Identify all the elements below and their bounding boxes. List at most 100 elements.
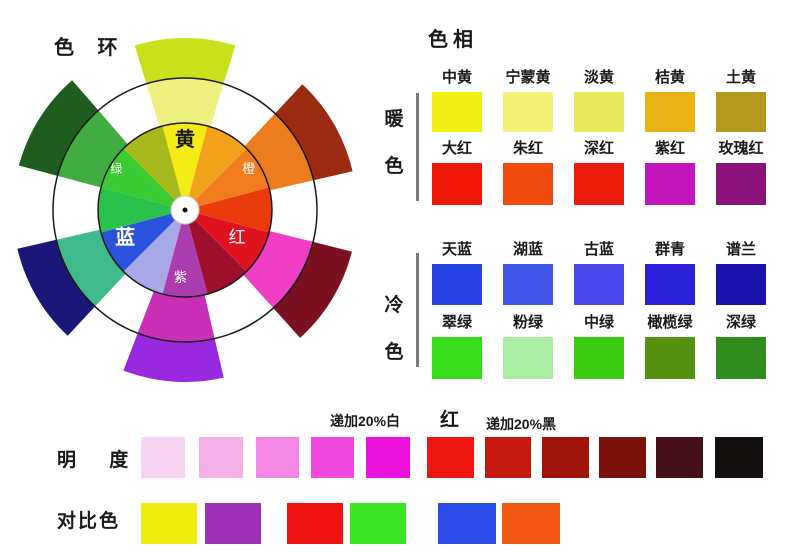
contrast-swatch <box>287 503 343 544</box>
brightness-swatch <box>599 437 646 478</box>
hue-swatch <box>716 92 766 132</box>
hue-swatch-label: 翠绿 <box>441 314 472 331</box>
brightness-swatch <box>366 437 410 478</box>
brightness-swatch <box>542 437 589 478</box>
hue-swatch <box>574 264 624 305</box>
hue-swatch <box>432 264 482 305</box>
hue-swatch <box>716 264 766 305</box>
hue-swatch-label: 谱兰 <box>725 241 756 258</box>
hue-swatch <box>503 337 553 379</box>
outer-ring-outline <box>52 77 318 343</box>
hue-swatch-label: 桔黄 <box>654 69 685 86</box>
wheel-wedge <box>273 241 352 338</box>
hue-swatch <box>645 92 695 132</box>
wheel-band <box>243 231 314 309</box>
wheel-label: 黄 <box>175 127 195 151</box>
hue-swatch <box>574 337 624 379</box>
wheel-wedge <box>134 38 236 84</box>
hue-swatch-label: 天蓝 <box>441 241 472 258</box>
hue-swatch-label: 深红 <box>583 140 614 157</box>
wheel-sector <box>185 210 270 272</box>
cool-divider-line <box>416 253 419 367</box>
wheel-sector <box>98 187 185 233</box>
hue-swatch <box>645 163 695 205</box>
brightness-label: 明 度 <box>57 450 143 471</box>
brightness-swatch <box>715 437 763 478</box>
hue-swatch-label: 湖蓝 <box>512 241 543 258</box>
inner-ring-outline <box>97 122 273 298</box>
hue-swatch-label: 中黄 <box>441 69 472 86</box>
wheel-sector <box>123 210 185 295</box>
hue-swatch <box>645 337 695 379</box>
wheel-sector <box>100 148 185 210</box>
hue-swatch <box>716 163 766 205</box>
hue-swatch <box>432 163 482 205</box>
brightness-swatch <box>427 437 474 478</box>
wheel-wedge <box>123 333 224 382</box>
hue-swatch <box>503 264 553 305</box>
wheel-sector <box>123 125 185 210</box>
hue-swatch <box>503 92 553 132</box>
cool-group-label: 冷色 <box>384 295 404 363</box>
brightness-swatch <box>199 437 243 478</box>
wheel-label: 紫 <box>174 269 187 284</box>
hue-swatch-label: 宁蒙黄 <box>505 69 551 86</box>
brightness-swatch <box>656 437 703 478</box>
hue-swatch <box>574 163 624 205</box>
hue-swatch-label: 土黄 <box>725 69 756 86</box>
wheel-sector <box>162 123 208 210</box>
contrast-swatch <box>350 503 406 544</box>
hue-swatch-label: 大红 <box>441 140 472 157</box>
wheel-band <box>57 110 128 188</box>
hue-swatch <box>716 337 766 379</box>
hue-swatch <box>645 264 695 305</box>
hue-swatch-label: 粉绿 <box>512 314 543 331</box>
wheel-wedge <box>275 84 353 181</box>
wheel-band <box>244 113 314 191</box>
brightness-center-label: 红 <box>440 410 460 431</box>
hue-swatch-label: 淡黄 <box>583 69 614 86</box>
warm-divider-line <box>416 93 419 201</box>
wheel-label: 橙 <box>242 161 255 176</box>
hue-swatch-label: 朱红 <box>512 140 543 157</box>
hue-swatch <box>574 92 624 132</box>
wheel-band <box>146 78 224 127</box>
contrast-swatch <box>141 503 197 544</box>
hue-title: 色相 <box>428 29 478 51</box>
contrast-swatch <box>438 503 496 544</box>
wheel-label: 红 <box>229 228 246 247</box>
wheel-sector <box>100 210 185 272</box>
hue-swatch-label: 紫红 <box>654 140 685 157</box>
hue-swatch-label: 中绿 <box>583 314 614 331</box>
wheel-band <box>56 229 126 307</box>
hue-swatch-label: 深绿 <box>725 314 756 331</box>
hue-swatch-label: 群青 <box>654 241 685 258</box>
brightness-swatch <box>485 437 531 478</box>
wheel-sector <box>185 148 270 210</box>
hue-swatch-label: 玫瑰红 <box>718 140 764 157</box>
brightness-swatch <box>256 437 299 478</box>
contrast-swatch <box>502 503 560 544</box>
contrast-label: 对比色 <box>57 511 121 532</box>
add-black-annotation: 递加20%黑 <box>486 416 557 432</box>
wheel-wedge <box>18 80 99 176</box>
warm-group-label: 暖色 <box>384 109 404 177</box>
hue-swatch <box>432 92 482 132</box>
wheel-label: 蓝 <box>115 226 135 249</box>
wheel-sector <box>185 125 247 210</box>
brightness-swatch <box>311 437 354 478</box>
hue-swatch <box>503 163 553 205</box>
wheel-title: 色 环 <box>54 37 127 59</box>
wheel-label: 绿 <box>110 161 122 176</box>
wheel-sector <box>162 210 208 298</box>
wheel-sector <box>185 187 272 233</box>
wheel-sector <box>185 210 247 295</box>
wheel-band <box>137 291 215 342</box>
hue-swatch-label: 古蓝 <box>583 241 614 258</box>
contrast-swatch <box>205 503 261 544</box>
hue-swatch-label: 橄榄绿 <box>647 314 693 331</box>
brightness-swatch <box>141 437 185 478</box>
wheel-wedge <box>17 239 95 336</box>
